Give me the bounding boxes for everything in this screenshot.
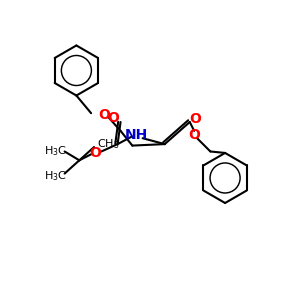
Text: O: O <box>90 146 101 160</box>
Text: O: O <box>107 112 119 125</box>
Text: H$_3$C: H$_3$C <box>44 169 67 183</box>
Text: CH$_3$: CH$_3$ <box>97 137 119 151</box>
Text: NH: NH <box>124 128 148 142</box>
Text: O: O <box>98 108 110 122</box>
Text: O: O <box>189 112 201 126</box>
Text: O: O <box>188 128 200 142</box>
Text: H$_3$C: H$_3$C <box>44 145 67 158</box>
